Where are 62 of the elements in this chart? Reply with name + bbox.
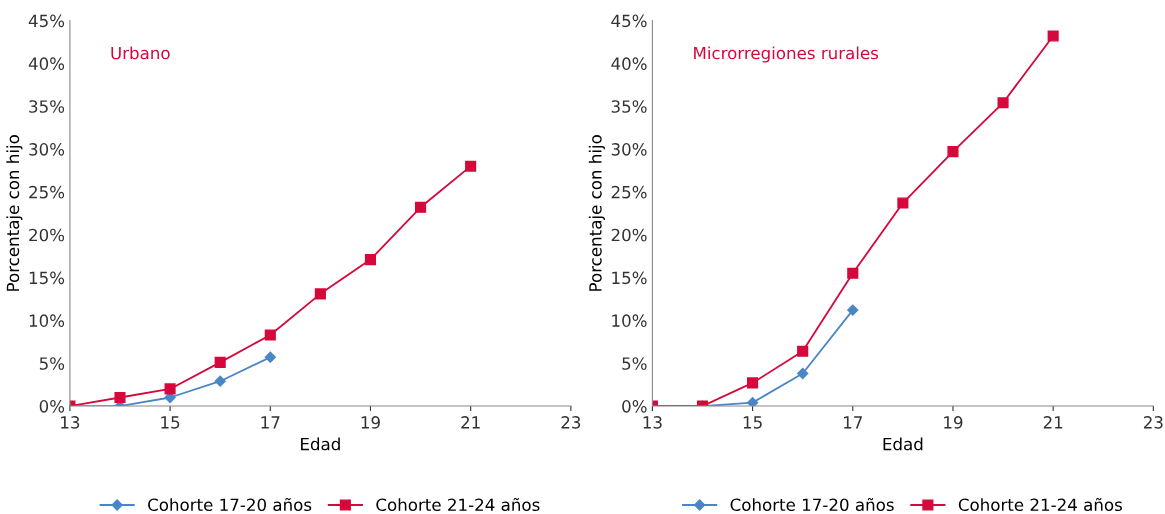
- x-tick-label: 15: [743, 416, 762, 429]
- point: [114, 391, 126, 404]
- text: Microrregiones rurales: [694, 46, 879, 63]
- point: [264, 351, 276, 363]
- x-tick-label: 21: [1043, 416, 1063, 429]
- point: [746, 397, 759, 407]
- point: [364, 254, 377, 266]
- y-tick-label: 5%: [622, 357, 647, 370]
- point: [214, 375, 226, 387]
- y-tick-label: 15%: [612, 271, 647, 285]
- text: Urbano: [111, 46, 170, 60]
- legend-label: Cohorte 17-20 años: [730, 497, 894, 512]
- legend-label: Cohorte 17-20 años: [148, 497, 312, 512]
- y-axis-title: Porcentaje con hijo: [588, 135, 605, 291]
- y-tick-label: 30%: [29, 143, 65, 156]
- y-tick-label: 25%: [29, 185, 65, 199]
- legend-label: Cohorte 21-24 años: [958, 497, 1122, 512]
- point: [164, 383, 176, 395]
- y-tick-label: 40%: [28, 57, 65, 70]
- point: [465, 160, 477, 172]
- point: [947, 146, 959, 158]
- point: [797, 367, 809, 380]
- y-tick-label: 40%: [611, 57, 647, 70]
- x-axis-title: Edad: [301, 437, 340, 451]
- y-tick-label: 5%: [39, 357, 65, 370]
- x-tick-label: 17: [261, 416, 280, 429]
- y-tick-label: 25%: [611, 185, 647, 199]
- y-tick-label: 30%: [611, 143, 647, 156]
- y-tick-label: 45%: [611, 14, 647, 28]
- point: [797, 345, 809, 357]
- x-axis-title: Edad: [883, 437, 923, 451]
- y-tick-label: 15%: [29, 271, 65, 285]
- y-tick-label: 35%: [611, 100, 647, 113]
- x-tick-label: 21: [461, 416, 480, 429]
- y-tick-label: 35%: [29, 100, 65, 113]
- legend-label: Cohorte 21-24 años: [376, 497, 540, 512]
- point: [264, 329, 276, 341]
- x-tick-label: 15: [161, 416, 180, 429]
- y-tick-label: 45%: [28, 14, 65, 28]
- point: [314, 288, 326, 300]
- y-axis-title: Porcentaje con hijo: [6, 135, 23, 291]
- y-tick-label: 20%: [611, 228, 647, 242]
- x-tick-label: 19: [361, 416, 380, 429]
- point: [897, 197, 909, 209]
- x-tick-label: 23: [1143, 416, 1163, 429]
- point: [1047, 30, 1059, 42]
- point: [997, 97, 1009, 109]
- y-tick-label: 0%: [622, 400, 647, 413]
- point: [415, 201, 427, 213]
- y-tick-label: 0%: [39, 400, 65, 413]
- point: [747, 377, 759, 389]
- point: [847, 304, 859, 316]
- point: [214, 356, 226, 368]
- x-tick-label: 13: [61, 416, 80, 429]
- point: [847, 267, 859, 279]
- y-tick-label: 10%: [612, 314, 647, 327]
- x-tick-label: 19: [944, 416, 963, 429]
- y-tick-label: 20%: [29, 228, 65, 242]
- x-tick-label: 17: [844, 416, 862, 429]
- x-tick-label: 13: [643, 416, 662, 429]
- x-tick-label: 23: [561, 416, 581, 429]
- y-tick-label: 10%: [29, 314, 65, 327]
